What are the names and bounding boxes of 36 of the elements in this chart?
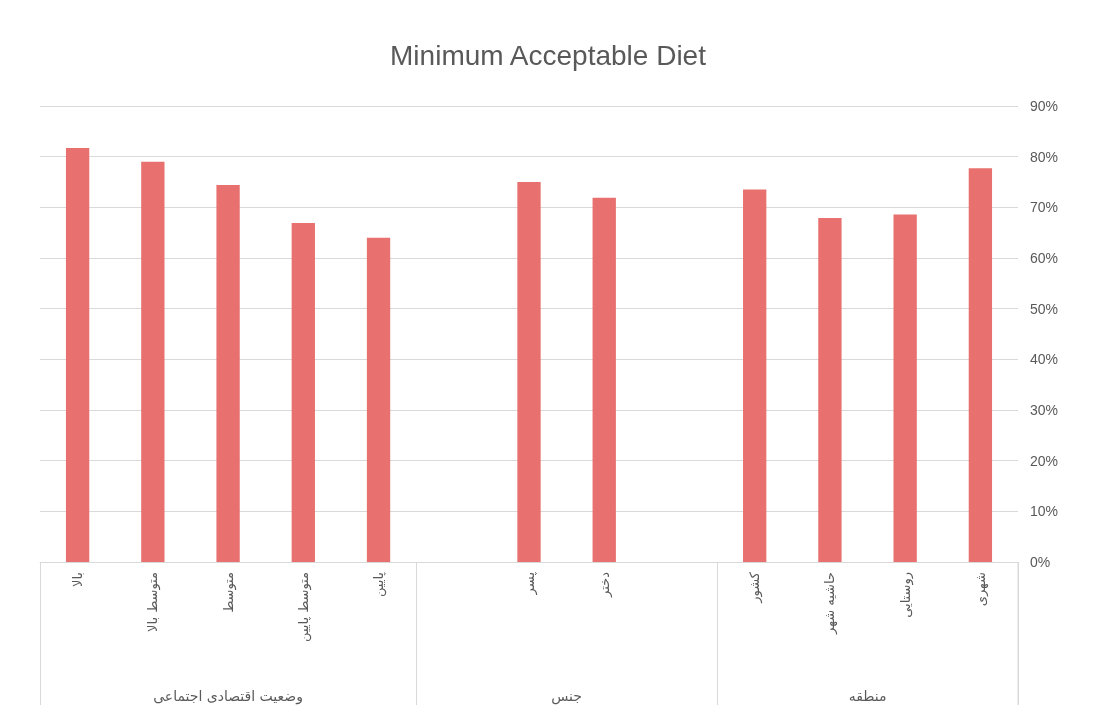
bar xyxy=(893,214,917,562)
bar xyxy=(291,223,315,562)
x-tick-label: حاشیه شهر xyxy=(822,572,839,635)
bar xyxy=(65,148,90,562)
bar xyxy=(743,189,767,562)
y-tick-label: 0% xyxy=(1030,554,1051,570)
text: وضعیت اقتصادی اجتماعی xyxy=(153,688,303,705)
x-tick-label: شهری xyxy=(972,572,989,607)
x-tick-label: متوسط پایین xyxy=(295,572,312,642)
y-tick-label: 60% xyxy=(1030,250,1059,266)
bar xyxy=(818,217,842,562)
bar xyxy=(141,161,165,562)
x-tick-label: دختر xyxy=(596,571,613,598)
text: منطقه xyxy=(848,688,887,704)
y-tick-label: 80% xyxy=(1030,148,1059,165)
y-tick-label: 90% xyxy=(1030,98,1059,114)
x-tick-label: کشور xyxy=(747,571,764,604)
y-tick-label: 70% xyxy=(1030,199,1059,216)
y-tick-label: 40% xyxy=(1030,351,1059,368)
x-tick-label: پسر xyxy=(521,571,538,596)
bar xyxy=(366,237,391,562)
y-tick-label: 30% xyxy=(1030,402,1059,418)
y-tick-label: 10% xyxy=(1030,503,1059,520)
chart-title: Minimum Acceptable Diet xyxy=(390,39,707,71)
x-tick-label: متوسط xyxy=(220,572,237,613)
x-tick-label: پایین xyxy=(371,571,388,598)
bar xyxy=(968,168,993,562)
bar xyxy=(216,185,240,562)
y-tick-label: 50% xyxy=(1030,300,1059,317)
bar xyxy=(517,182,541,562)
x-tick-label: روستایی xyxy=(897,572,914,618)
x-tick-label: متوسط بالا xyxy=(145,572,162,632)
text: جنس xyxy=(551,688,582,705)
y-tick-label: 20% xyxy=(1030,452,1059,469)
x-tick-label: بالا xyxy=(70,572,86,587)
bar xyxy=(592,197,616,562)
